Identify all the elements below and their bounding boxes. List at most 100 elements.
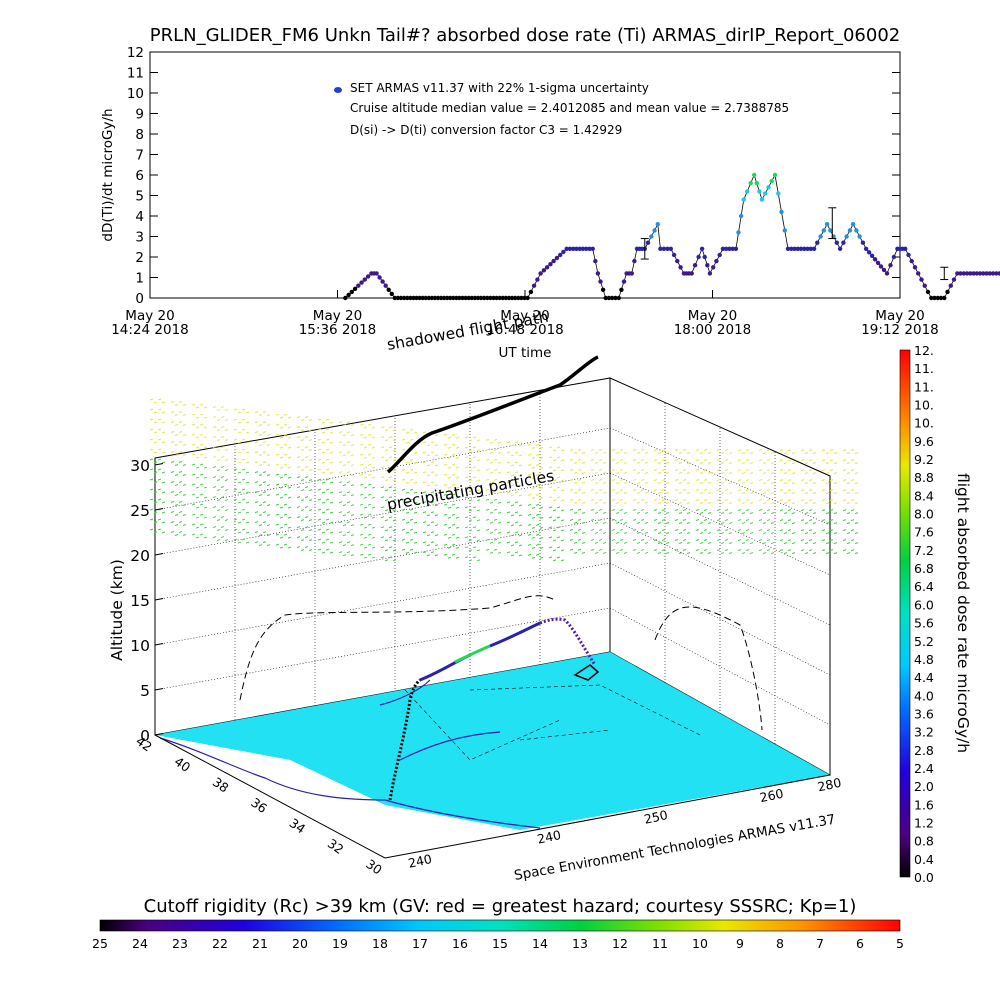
particle-mark [644, 541, 649, 544]
particle-mark [262, 441, 267, 444]
dose-point [935, 295, 940, 301]
particle-mark [237, 521, 242, 524]
particle-mark [212, 436, 217, 439]
particle-mark [741, 512, 746, 515]
particle-mark [220, 496, 225, 499]
particle-mark [623, 511, 628, 514]
dose-point [878, 264, 884, 269]
dose-point [776, 191, 781, 196]
particle-mark [846, 552, 851, 555]
particle-mark [468, 509, 473, 512]
particle-mark [464, 476, 469, 479]
particle-mark [506, 451, 511, 454]
particle-mark [833, 492, 838, 495]
particle-mark [401, 498, 406, 501]
particle-mark [699, 512, 704, 514]
dose-point [538, 271, 543, 276]
particle-mark [842, 499, 847, 502]
particle-mark [728, 502, 733, 505]
particle-mark [195, 516, 200, 519]
particle-mark [443, 433, 448, 436]
particle-mark [359, 483, 364, 486]
altitude-tick-label: 15 [130, 592, 150, 610]
particle-mark [506, 481, 511, 484]
particle-mark [745, 549, 750, 552]
dose-point [692, 263, 698, 268]
particle-mark [506, 521, 511, 524]
particle-mark [493, 508, 498, 511]
dose-point [544, 265, 550, 270]
particle-mark [821, 509, 826, 512]
particle-mark [514, 551, 519, 554]
dose-point [531, 283, 537, 288]
particle-mark [623, 501, 628, 504]
particle-mark [195, 496, 200, 499]
particle-mark [296, 496, 301, 499]
particle-mark [724, 529, 729, 532]
particle-mark [157, 458, 162, 461]
particle-mark [598, 508, 603, 511]
dose-point [961, 271, 966, 276]
particle-mark [149, 418, 154, 421]
particle-mark [594, 541, 599, 544]
particle-mark [174, 534, 179, 536]
particle-mark [539, 466, 544, 469]
particle-mark [245, 511, 250, 514]
particle-mark [413, 491, 418, 494]
particle-mark [749, 532, 754, 535]
particle-mark [770, 552, 775, 555]
particle-mark [472, 546, 477, 549]
particle-mark [245, 501, 250, 504]
particle-mark [212, 536, 217, 539]
particle-mark [367, 453, 372, 456]
x-tick-time: 14:24 2018 [111, 322, 189, 338]
particle-mark [514, 451, 519, 454]
particle-mark [350, 524, 355, 527]
dose-point [919, 277, 924, 282]
particle-mark [569, 458, 574, 461]
particle-mark [590, 528, 595, 531]
particle-mark [749, 472, 754, 475]
particle-mark [699, 522, 704, 524]
particle-mark [531, 506, 536, 509]
particle-mark [854, 532, 859, 535]
particle-mark [850, 509, 855, 512]
particle-mark [590, 468, 595, 471]
particle-mark [493, 538, 498, 541]
particle-mark [422, 521, 427, 524]
particle-mark [699, 452, 704, 454]
particle-mark [258, 544, 263, 547]
particle-mark [686, 462, 691, 464]
particle-mark [224, 469, 229, 472]
particle-mark [577, 528, 582, 531]
particle-mark [237, 431, 242, 434]
particle-mark [682, 469, 687, 471]
particle-mark [770, 462, 775, 465]
particle-mark [149, 478, 154, 481]
particle-mark [279, 446, 284, 449]
particle-mark [548, 506, 553, 509]
dose-point [466, 295, 471, 301]
dose-point [837, 246, 843, 251]
altitude-tick-label: 5 [140, 682, 150, 700]
particle-mark [426, 534, 431, 537]
particle-mark [350, 544, 355, 547]
altitude-tick-mark [154, 643, 164, 646]
particle-mark [577, 468, 582, 471]
particle-mark [443, 543, 448, 546]
particle-mark [577, 508, 582, 511]
particle-mark [707, 522, 712, 524]
particle-mark [388, 476, 393, 479]
particle-mark [191, 403, 196, 406]
particle-mark [300, 529, 305, 532]
particle-mark [308, 549, 313, 552]
particle-mark [371, 526, 376, 529]
particle-mark [371, 426, 376, 429]
altitude-tick-label: 25 [130, 502, 150, 520]
dose-point [875, 260, 881, 266]
particle-mark [426, 514, 431, 517]
particle-mark [695, 459, 700, 461]
particle-mark [304, 456, 309, 459]
dose-point [841, 240, 846, 245]
particle-mark [161, 441, 166, 444]
